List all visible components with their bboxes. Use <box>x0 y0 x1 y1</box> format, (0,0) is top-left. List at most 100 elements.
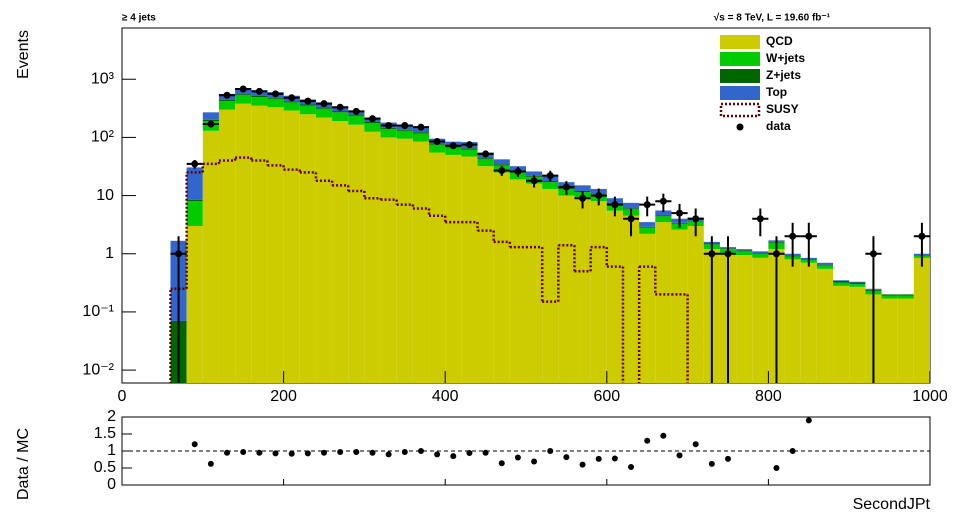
ratio-point <box>288 450 295 457</box>
legend-label: QCD <box>766 34 793 48</box>
histogram-segment <box>849 282 866 285</box>
histogram-segment <box>913 257 930 383</box>
ratio-point <box>224 449 231 456</box>
histogram-segment <box>752 257 769 383</box>
ratio-point <box>531 458 538 465</box>
histogram-segment <box>590 201 607 383</box>
histogram-segment <box>202 130 219 383</box>
data-point <box>255 87 263 95</box>
histogram-segment <box>267 97 284 99</box>
histogram-segment <box>315 117 333 383</box>
histogram-segment <box>574 185 591 191</box>
ratio-point <box>191 441 198 448</box>
ratio-point <box>563 454 570 461</box>
data-point <box>546 172 554 180</box>
histogram-segment <box>186 201 203 226</box>
data-point <box>918 232 926 240</box>
histogram-segment <box>639 227 656 234</box>
histogram-segment <box>493 159 510 165</box>
histogram-segment <box>380 128 397 138</box>
histogram-segment <box>687 225 704 383</box>
x-tick-label: 1000 <box>912 388 948 405</box>
data-point <box>368 115 376 123</box>
histogram-segment <box>816 262 834 265</box>
data-point <box>579 194 587 202</box>
data-point <box>304 97 312 105</box>
histogram-segment <box>412 133 430 142</box>
legend-swatch <box>720 86 760 100</box>
ratio-point <box>434 451 441 458</box>
ratio-point <box>401 449 408 456</box>
main-plot <box>169 85 930 383</box>
histogram-segment <box>315 108 333 118</box>
ratio-point <box>628 463 635 470</box>
histogram-segment <box>299 114 316 383</box>
data-point <box>643 201 651 209</box>
data-point <box>514 167 522 175</box>
histogram-segment <box>816 268 834 383</box>
histogram-segment <box>558 195 575 383</box>
data-point <box>530 177 538 185</box>
ratio-point <box>660 432 667 439</box>
histogram-segment <box>849 286 866 383</box>
ratio-point <box>595 455 602 462</box>
histogram-segment <box>574 198 591 383</box>
histogram-segment <box>267 107 284 383</box>
histogram-segment <box>461 148 478 150</box>
histogram-segment <box>315 107 333 109</box>
x-tick-label: 200 <box>270 388 297 405</box>
y-tick-label: 10⁻¹ <box>82 303 114 320</box>
histogram-segment <box>493 164 510 166</box>
data-point <box>336 103 344 111</box>
histogram-segment <box>752 253 769 254</box>
histogram-segment <box>752 251 769 254</box>
data-point <box>465 141 473 149</box>
ratio-point <box>256 449 263 456</box>
data-point <box>207 120 215 128</box>
y-tick-label: 10³ <box>91 70 115 87</box>
histogram-segment <box>235 103 252 383</box>
histogram-segment <box>218 99 236 102</box>
ratio-point <box>773 465 780 471</box>
histogram-segment <box>445 154 462 383</box>
x-tick-label: 0 <box>118 388 127 405</box>
histogram-segment <box>267 98 284 108</box>
histogram-segment <box>218 101 236 110</box>
data-point <box>239 85 247 93</box>
histogram-segment <box>622 202 640 209</box>
y-tick-label: 1 <box>105 245 114 262</box>
histogram-segment <box>493 172 510 383</box>
data-point <box>562 183 570 191</box>
x-tick-label: 800 <box>755 388 782 405</box>
ratio-point <box>272 450 279 457</box>
legend-label: Top <box>766 85 787 99</box>
data-point <box>869 250 877 258</box>
data-point <box>498 166 506 174</box>
histogram-segment <box>606 210 623 383</box>
data-point <box>288 94 296 102</box>
histogram-segment <box>332 111 349 113</box>
data-point <box>805 232 813 240</box>
ratio-point <box>321 449 327 456</box>
data-point <box>320 100 328 108</box>
data-point <box>385 122 393 130</box>
histogram-segment <box>833 282 850 286</box>
histogram-segment <box>736 255 753 383</box>
legend-swatch <box>719 102 761 118</box>
histogram-segment <box>881 294 898 296</box>
data-point <box>223 91 231 99</box>
histogram-segment <box>622 215 640 383</box>
histogram-segment <box>364 131 381 383</box>
data-point <box>482 150 490 158</box>
data-point <box>659 197 667 205</box>
x-tick-label: 600 <box>593 388 620 405</box>
histogram-segment <box>849 284 866 287</box>
legend-swatch <box>720 69 760 83</box>
histogram-segment <box>816 265 834 269</box>
data-point <box>595 192 603 200</box>
ratio-y-tick-label: 1 <box>107 442 116 459</box>
legend-swatch <box>720 52 760 66</box>
